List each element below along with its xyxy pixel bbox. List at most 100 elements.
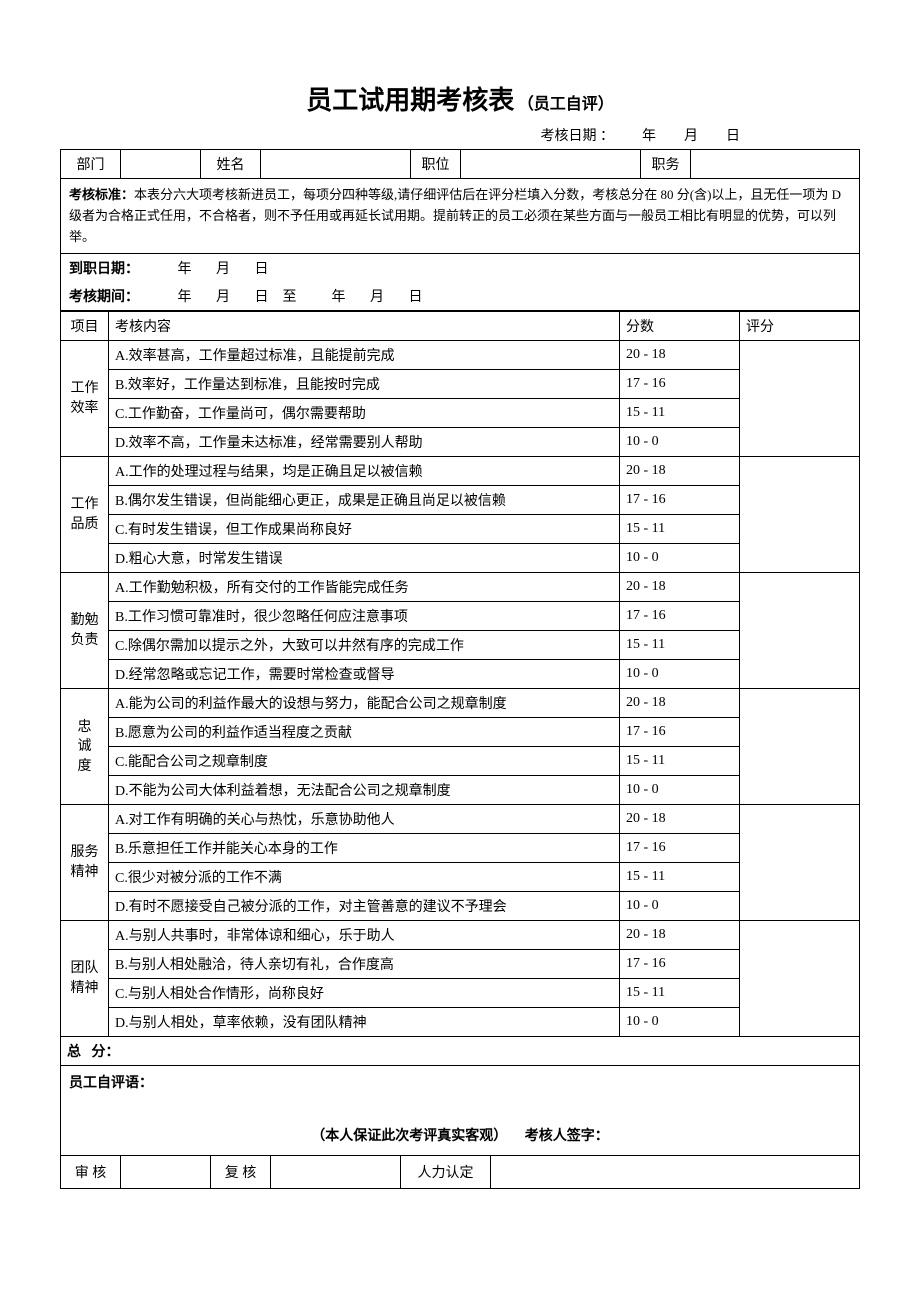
category-name: 工作 效率 — [61, 341, 109, 457]
audit-label: 审 核 — [61, 1156, 121, 1188]
item-content: A.工作勤勉积极，所有交付的工作皆能完成任务 — [109, 573, 620, 602]
rating-input[interactable] — [740, 457, 860, 573]
duty-value[interactable] — [691, 150, 860, 179]
item-content: C.与别人相处合作情形，尚称良好 — [109, 979, 620, 1008]
name-label: 姓名 — [201, 150, 261, 179]
item-score: 17 - 16 — [620, 370, 740, 399]
item-score: 15 - 11 — [620, 515, 740, 544]
period-row: 考核期间： 年 月 日 至 年 月 日 — [61, 282, 860, 311]
standard-label: 考核标准： — [69, 187, 134, 202]
item-score: 10 - 0 — [620, 892, 740, 921]
self-eval-bottom: （本人保证此次考评真实客观） 考核人签字： — [61, 1125, 859, 1145]
arrival-row: 到职日期： 年 月 日 — [61, 254, 860, 283]
item-content: A.工作的处理过程与结果，均是正确且足以被信赖 — [109, 457, 620, 486]
total-row: 总 分： — [61, 1037, 860, 1066]
table-row: 工作 效率A.效率甚高，工作量超过标准，且能提前完成20 - 18 — [61, 341, 860, 370]
table-row: 工作 品质A.工作的处理过程与结果，均是正确且足以被信赖20 - 18 — [61, 457, 860, 486]
period-cell: 考核期间： 年 月 日 至 年 月 日 — [61, 282, 860, 311]
item-score: 20 - 18 — [620, 573, 740, 602]
total-text: 分： — [92, 1045, 120, 1060]
item-score: 17 - 16 — [620, 602, 740, 631]
arrival-cell: 到职日期： 年 月 日 — [61, 254, 860, 283]
self-eval-row: 员工自评语： （本人保证此次考评真实客观） 考核人签字： — [61, 1066, 860, 1156]
categories-table: 项目 考核内容 分数 评分 工作 效率A.效率甚高，工作量超过标准，且能提前完成… — [60, 311, 860, 1037]
name-value[interactable] — [261, 150, 411, 179]
item-score: 15 - 11 — [620, 979, 740, 1008]
item-content: B.工作习惯可靠准时，很少忽略任何应注意事项 — [109, 602, 620, 631]
arrival-label: 到职日期： — [69, 262, 139, 277]
rating-input[interactable] — [740, 573, 860, 689]
item-score: 10 - 0 — [620, 660, 740, 689]
item-score: 20 - 18 — [620, 341, 740, 370]
item-score: 10 - 0 — [620, 428, 740, 457]
rating-input[interactable] — [740, 805, 860, 921]
arrival-value: 年 月 日 — [139, 262, 269, 277]
title-main: 员工试用期考核表 — [306, 86, 514, 115]
dept-label: 部门 — [61, 150, 121, 179]
item-score: 10 - 0 — [620, 544, 740, 573]
duty-label: 职务 — [641, 150, 691, 179]
category-name: 勤勉 负责 — [61, 573, 109, 689]
position-label: 职位 — [411, 150, 461, 179]
item-content: D.不能为公司大体利益着想，无法配合公司之规章制度 — [109, 776, 620, 805]
item-score: 20 - 18 — [620, 689, 740, 718]
title-sub: （员工自评） — [518, 96, 614, 113]
self-eval-cell: 员工自评语： （本人保证此次考评真实客观） 考核人签字： — [61, 1066, 860, 1156]
item-score: 20 - 18 — [620, 457, 740, 486]
review-value[interactable] — [271, 1156, 401, 1188]
footer-table: 审 核 复 核 人力认定 — [60, 1156, 860, 1189]
hr-value[interactable] — [491, 1156, 860, 1188]
item-content: B.偶尔发生错误，但尚能细心更正，成果是正确且尚足以被信赖 — [109, 486, 620, 515]
item-score: 10 - 0 — [620, 1008, 740, 1037]
footer-row: 审 核 复 核 人力认定 — [61, 1156, 860, 1188]
rating-input[interactable] — [740, 921, 860, 1037]
col-project: 项目 — [61, 312, 109, 341]
item-content: A.对工作有明确的关心与热忱，乐意协助他人 — [109, 805, 620, 834]
item-content: C.能配合公司之规章制度 — [109, 747, 620, 776]
item-content: A.效率甚高，工作量超过标准，且能提前完成 — [109, 341, 620, 370]
col-score: 分数 — [620, 312, 740, 341]
table-row: 团队 精神A.与别人共事时，非常体谅和细心，乐于助人20 - 18 — [61, 921, 860, 950]
table-row: 勤勉 负责A.工作勤勉积极，所有交付的工作皆能完成任务20 - 18 — [61, 573, 860, 602]
item-score: 20 - 18 — [620, 921, 740, 950]
item-content: D.经常忽略或忘记工作，需要时常检查或督导 — [109, 660, 620, 689]
item-score: 17 - 16 — [620, 486, 740, 515]
col-header-row: 项目 考核内容 分数 评分 — [61, 312, 860, 341]
standard-text: 本表分六大项考核新进员工，每项分四种等级,请仔细评估后在评分栏填入分数，考核总分… — [69, 187, 841, 244]
item-content: D.与别人相处，草率依赖，没有团队精神 — [109, 1008, 620, 1037]
category-name: 工作 品质 — [61, 457, 109, 573]
item-score: 15 - 11 — [620, 863, 740, 892]
item-content: B.效率好，工作量达到标准，且能按时完成 — [109, 370, 620, 399]
item-score: 17 - 16 — [620, 950, 740, 979]
table-row: 忠 诚 度A.能为公司的利益作最大的设想与努力，能配合公司之规章制度20 - 1… — [61, 689, 860, 718]
self-eval-label: 员工自评语： — [69, 1072, 851, 1092]
total-label: 总 — [67, 1045, 81, 1060]
item-score: 17 - 16 — [620, 834, 740, 863]
rating-input[interactable] — [740, 689, 860, 805]
header-info-row: 部门 姓名 职位 职务 — [61, 150, 860, 179]
item-content: D.粗心大意，时常发生错误 — [109, 544, 620, 573]
item-content: A.能为公司的利益作最大的设想与努力，能配合公司之规章制度 — [109, 689, 620, 718]
category-name: 服务 精神 — [61, 805, 109, 921]
total-cell: 总 分： — [61, 1037, 860, 1066]
eval-date-row: 考核日期 ： 年 月 日 — [60, 125, 860, 145]
item-score: 15 - 11 — [620, 631, 740, 660]
item-content: D.有时不愿接受自己被分派的工作，对主管善意的建议不予理会 — [109, 892, 620, 921]
table-row: 服务 精神A.对工作有明确的关心与热忱，乐意协助他人20 - 18 — [61, 805, 860, 834]
item-score: 17 - 16 — [620, 718, 740, 747]
item-score: 10 - 0 — [620, 776, 740, 805]
item-content: A.与别人共事时，非常体谅和细心，乐于助人 — [109, 921, 620, 950]
item-content: B.乐意担任工作并能关心本身的工作 — [109, 834, 620, 863]
item-score: 15 - 11 — [620, 399, 740, 428]
position-value[interactable] — [461, 150, 641, 179]
dept-value[interactable] — [121, 150, 201, 179]
review-label: 复 核 — [211, 1156, 271, 1188]
total-table: 总 分： 员工自评语： （本人保证此次考评真实客观） 考核人签字： — [60, 1037, 860, 1156]
rating-input[interactable] — [740, 341, 860, 457]
item-score: 20 - 18 — [620, 805, 740, 834]
item-content: B.愿意为公司的利益作适当程度之贡献 — [109, 718, 620, 747]
period-label: 考核期间： — [69, 290, 139, 305]
col-rating: 评分 — [740, 312, 860, 341]
standard-cell: 考核标准：本表分六大项考核新进员工，每项分四种等级,请仔细评估后在评分栏填入分数… — [61, 179, 860, 254]
audit-value[interactable] — [121, 1156, 211, 1188]
